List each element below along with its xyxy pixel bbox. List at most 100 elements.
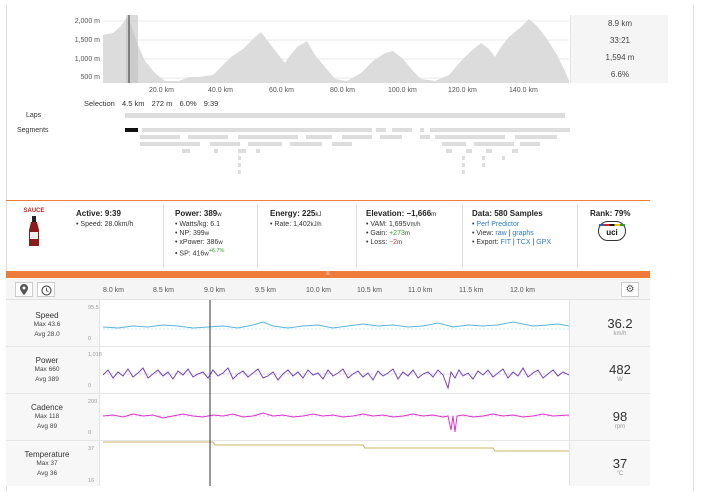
segment-bar[interactable] (462, 156, 465, 160)
segment-bar[interactable] (462, 170, 465, 174)
segment-bar[interactable] (182, 149, 190, 153)
power-unit: W (617, 377, 623, 383)
segment-bar[interactable] (238, 163, 241, 167)
segment-bar[interactable] (248, 142, 282, 146)
temperature-unit: °C (616, 471, 624, 477)
segments-track[interactable] (120, 126, 570, 176)
segment-bar[interactable] (380, 135, 402, 139)
x-axis-label: 40.0 km (208, 87, 233, 94)
summary-grade: 6.6% (610, 70, 630, 79)
sauce-logo: SAUCE (14, 208, 54, 253)
segment-bar[interactable] (466, 149, 472, 153)
stat-active: Active: 9:39 • Speed: 28.0km/h (76, 209, 133, 228)
timeline-tick: 9.5 km (255, 287, 277, 294)
segment-bar[interactable] (332, 142, 352, 146)
stats-divider (462, 204, 463, 268)
temperature-axis-top: 37 (88, 446, 95, 452)
segment-bar[interactable] (512, 149, 518, 153)
stat-energy: Energy: 225kJ • Rate: 1,402kJ/h (270, 209, 322, 228)
energy-rate: Rate: 1,402 (274, 221, 311, 228)
segment-bar[interactable] (238, 170, 241, 174)
segment-bar[interactable] (420, 128, 424, 132)
x-axis-label: 60.0 km (269, 87, 294, 94)
active-speed: • Speed: 28.0km/h (76, 221, 134, 228)
segment-bar[interactable] (446, 149, 452, 153)
export-fit-link[interactable]: FIT (500, 239, 511, 246)
export-tcx-link[interactable]: TCX (516, 239, 531, 246)
elevation-chart[interactable] (103, 15, 569, 83)
speed-series (102, 321, 570, 329)
speed-value: 36.2 (607, 316, 633, 331)
cadence-unit: rpm (614, 424, 626, 430)
segment-bar[interactable] (214, 149, 218, 153)
segment-bar[interactable] (430, 128, 570, 132)
map-pin-icon[interactable] (15, 282, 33, 297)
segment-bar[interactable] (376, 128, 386, 132)
streams-chart-area[interactable] (102, 300, 570, 486)
y-axis-label: 500 m (80, 74, 100, 81)
export-gpx-link[interactable]: GPX (536, 239, 552, 246)
segment-bar[interactable] (515, 135, 557, 139)
segment-bar[interactable] (142, 128, 372, 132)
uci-badge-icon: uci (598, 221, 626, 241)
timeline-tick: 8.0 km (103, 287, 125, 294)
settings-gear-icon[interactable]: ⚙ (621, 282, 639, 297)
perf-predictor-link[interactable]: Perf Predictor (476, 221, 520, 228)
segment-bar[interactable] (290, 142, 322, 146)
energy-title: Energy: 225 (270, 209, 316, 218)
power-current: 482 W (572, 362, 668, 383)
clock-icon[interactable] (37, 282, 55, 297)
segment-bar[interactable] (140, 135, 180, 139)
power-xpower: xPower: 386 (179, 239, 219, 246)
stat-data: Data: 580 Samples • Perf Predictor • Vie… (472, 209, 552, 246)
x-axis-label: 20.0 km (149, 87, 174, 94)
power-axis-top: 1,018 (88, 352, 102, 358)
segment-bar[interactable] (125, 128, 138, 132)
segment-bar[interactable] (474, 142, 514, 146)
row-divider (6, 346, 650, 347)
elevation-gain: +273 (389, 230, 405, 237)
power-sp: SP: 416 (179, 250, 205, 258)
segments-label: Segments (17, 127, 49, 134)
panel-resize-handle[interactable]: ≡ (6, 271, 650, 278)
selection-elevation: 272 m (151, 99, 173, 108)
segment-bar[interactable] (210, 142, 240, 146)
selection-info: Selection 4.5 km 272 m 6.0% 9:39 (84, 99, 218, 108)
segment-bar[interactable] (238, 135, 298, 139)
lap-bar[interactable] (125, 113, 565, 118)
segment-bar[interactable] (420, 135, 430, 139)
timeline-axis: 8.0 km 8.5 km 9.0 km 9.5 km 10.0 km 10.5… (103, 287, 569, 297)
segment-bar[interactable] (342, 135, 372, 139)
temperature-value: 37 (612, 456, 628, 471)
segment-bar[interactable] (520, 142, 540, 146)
segment-bar[interactable] (392, 128, 412, 132)
segment-bar[interactable] (306, 135, 332, 139)
power-np: NP: 399 (179, 230, 205, 237)
power-unit: w (217, 212, 222, 218)
segment-bar[interactable] (482, 156, 485, 160)
segment-bar[interactable] (256, 149, 260, 153)
segment-bar[interactable] (462, 163, 465, 167)
segment-bar[interactable] (238, 156, 241, 160)
segment-bar[interactable] (238, 149, 246, 153)
segment-bar[interactable] (435, 135, 505, 139)
segment-bar[interactable] (140, 142, 200, 146)
power-sp-delta: +6.7% (208, 248, 225, 254)
summary-distance: 8.9 km (607, 19, 632, 28)
segment-bar[interactable] (188, 135, 228, 139)
timeline-toolbar (6, 279, 650, 300)
cadence-axis-bottom: 0 (88, 430, 92, 436)
cadence-value: 98 (612, 409, 628, 424)
speed-axis-top: 95.5 (88, 305, 99, 311)
view-raw-link[interactable]: raw (495, 230, 507, 237)
stats-divider (356, 204, 357, 268)
segment-bar[interactable] (442, 142, 466, 146)
stats-top-border (6, 200, 650, 201)
segment-bar[interactable] (502, 156, 505, 160)
stat-elevation: Elevation: −1,666m • VAM: 1,695Vm/h • Ga… (366, 209, 437, 246)
power-axis-bottom: 0 (88, 383, 92, 389)
segment-bar[interactable] (486, 149, 492, 153)
segment-bar[interactable] (482, 163, 485, 167)
view-graphs-link[interactable]: graphs (512, 230, 534, 237)
timeline-tick: 11.5 km (459, 287, 484, 294)
